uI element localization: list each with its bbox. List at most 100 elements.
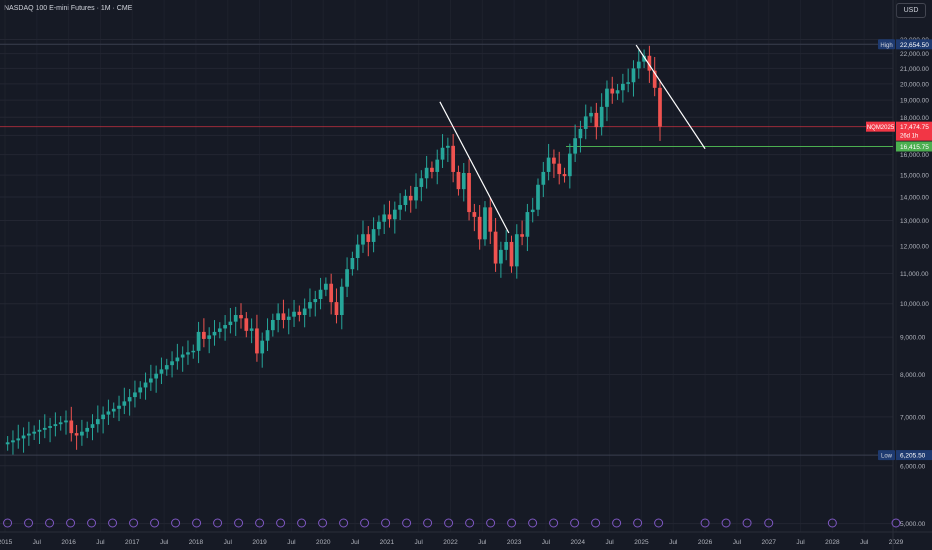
event-marker-icon[interactable] — [318, 518, 328, 528]
candle-body[interactable] — [80, 431, 84, 436]
event-marker-icon[interactable] — [234, 518, 244, 528]
candle-body[interactable] — [90, 424, 95, 428]
candle-body[interactable] — [154, 373, 159, 379]
candle-body[interactable] — [180, 354, 185, 358]
event-marker-icon[interactable] — [764, 518, 774, 528]
candle-body[interactable] — [440, 147, 445, 160]
candle-body[interactable] — [324, 283, 328, 290]
candle-body[interactable] — [647, 55, 652, 71]
candle-body[interactable] — [658, 87, 662, 127]
candle-body[interactable] — [249, 328, 254, 331]
candle-body[interactable] — [69, 420, 74, 434]
candle-body[interactable] — [329, 283, 334, 303]
candle-body[interactable] — [552, 157, 556, 164]
candle-body[interactable] — [260, 340, 265, 354]
event-marker-icon[interactable] — [570, 518, 580, 528]
candle-body[interactable] — [567, 153, 572, 177]
candle-body[interactable] — [520, 234, 524, 237]
candle-body[interactable] — [504, 241, 509, 250]
candle-body[interactable] — [578, 128, 583, 139]
event-marker-icon[interactable] — [381, 518, 391, 528]
candle-body[interactable] — [599, 106, 604, 128]
candle-body[interactable] — [525, 212, 530, 237]
candle-body[interactable] — [106, 411, 111, 415]
candle-body[interactable] — [127, 397, 132, 402]
candle-body[interactable] — [557, 163, 562, 175]
candle-body[interactable] — [58, 422, 63, 425]
candle-body[interactable] — [467, 172, 471, 213]
candle-body[interactable] — [111, 408, 116, 412]
candle-body[interactable] — [281, 313, 286, 320]
candle-body[interactable] — [424, 167, 429, 179]
candle-body[interactable] — [387, 214, 392, 220]
candle-body[interactable] — [212, 331, 217, 336]
candle-body[interactable] — [610, 88, 615, 94]
candle-body[interactable] — [64, 420, 68, 423]
candle-body[interactable] — [313, 298, 318, 303]
candle-body[interactable] — [493, 231, 498, 264]
event-marker-icon[interactable] — [402, 518, 412, 528]
event-marker-icon[interactable] — [24, 518, 34, 528]
candle-body[interactable] — [48, 426, 52, 428]
candle-body[interactable] — [159, 369, 164, 374]
candle-body[interactable] — [472, 212, 477, 217]
candle-body[interactable] — [85, 427, 90, 432]
event-marker-icon[interactable] — [549, 518, 559, 528]
candle-body[interactable] — [594, 112, 599, 128]
candle-body[interactable] — [143, 382, 148, 388]
candle-body[interactable] — [202, 331, 206, 339]
event-marker-icon[interactable] — [3, 518, 13, 528]
event-marker-icon[interactable] — [108, 518, 118, 528]
candle-body[interactable] — [32, 431, 37, 434]
candle-body[interactable] — [408, 195, 413, 201]
candle-body[interactable] — [276, 313, 280, 320]
event-marker-icon[interactable] — [827, 518, 837, 528]
candle-body[interactable] — [514, 234, 519, 267]
trendline[interactable] — [439, 101, 510, 234]
event-marker-icon[interactable] — [423, 518, 433, 528]
candle-body[interactable] — [419, 178, 424, 187]
candle-body[interactable] — [430, 167, 434, 172]
candle-body[interactable] — [164, 365, 169, 370]
candle-body[interactable] — [398, 205, 402, 210]
candle-body[interactable] — [573, 138, 577, 154]
candle-body[interactable] — [403, 195, 408, 206]
event-marker-icon[interactable] — [171, 518, 181, 528]
candle-body[interactable] — [302, 308, 307, 316]
candle-body[interactable] — [101, 414, 105, 420]
candle-body[interactable] — [5, 442, 10, 445]
candle-body[interactable] — [371, 229, 376, 242]
event-marker-icon[interactable] — [213, 518, 223, 528]
candle-body[interactable] — [589, 112, 593, 117]
candle-body[interactable] — [435, 159, 440, 172]
candle-body[interactable] — [191, 350, 196, 353]
candle-body[interactable] — [244, 318, 249, 331]
candle-body[interactable] — [488, 207, 493, 232]
candle-body[interactable] — [583, 116, 588, 129]
candle-body[interactable] — [122, 401, 127, 406]
candle-body[interactable] — [308, 302, 312, 309]
trendline[interactable] — [635, 44, 706, 150]
candle-body[interactable] — [652, 70, 657, 88]
event-marker-icon[interactable] — [721, 518, 731, 528]
candle-body[interactable] — [117, 405, 121, 409]
candle-body[interactable] — [621, 83, 625, 91]
event-marker-icon[interactable] — [444, 518, 454, 528]
candle-body[interactable] — [546, 157, 551, 172]
candle-body[interactable] — [228, 321, 233, 326]
candle-body[interactable] — [196, 331, 201, 351]
candle-body[interactable] — [530, 209, 535, 213]
candle-body[interactable] — [286, 316, 291, 320]
event-marker-icon[interactable] — [150, 518, 160, 528]
event-marker-icon[interactable] — [633, 518, 643, 528]
candle-body[interactable] — [636, 61, 641, 69]
candle-body[interactable] — [642, 55, 646, 62]
candle-body[interactable] — [265, 330, 270, 341]
candle-body[interactable] — [95, 419, 100, 425]
event-marker-icon[interactable] — [591, 518, 601, 528]
candle-body[interactable] — [223, 325, 227, 329]
candle-body[interactable] — [377, 221, 381, 230]
candle-body[interactable] — [16, 438, 21, 441]
candle-body[interactable] — [37, 429, 42, 432]
